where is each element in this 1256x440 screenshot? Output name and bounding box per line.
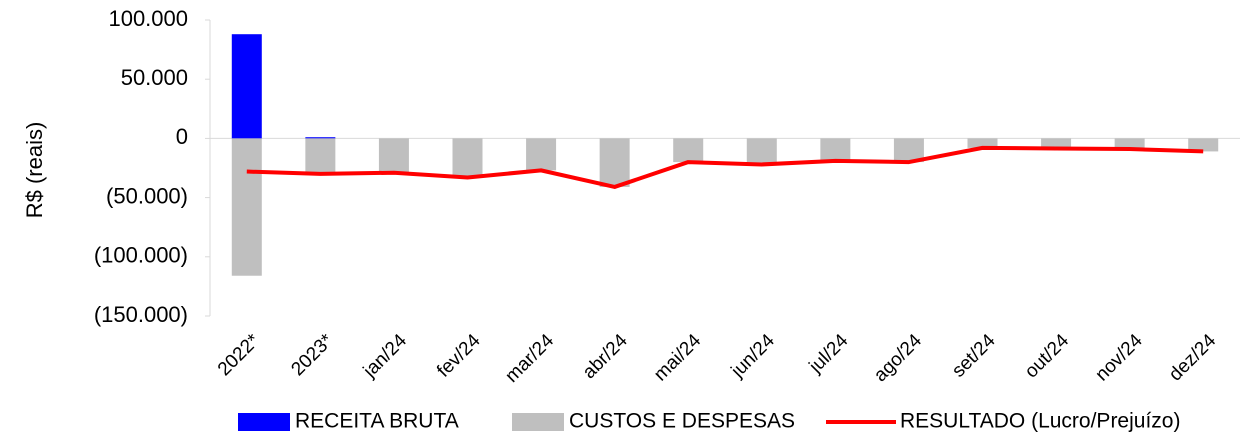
bar [378, 138, 409, 173]
bar [305, 137, 336, 139]
bar [1041, 138, 1072, 149]
bar [526, 138, 557, 171]
bar [746, 138, 777, 165]
y-tick-label: 100.000 [108, 6, 188, 31]
x-tick-label: mai/24 [650, 330, 705, 385]
x-tick-label: nov/24 [1092, 330, 1147, 385]
bar [599, 138, 630, 187]
x-tick-label: abr/24 [579, 330, 632, 383]
legend-label: RECEITA BRUTA [295, 410, 459, 433]
bar [673, 138, 704, 163]
y-tick-label: (50.000) [106, 183, 188, 208]
legend-swatch [512, 413, 564, 431]
x-tick-label: ago/24 [870, 330, 926, 386]
y-tick-label: (100.000) [94, 243, 188, 268]
bar [305, 138, 336, 176]
bar [1188, 138, 1219, 152]
y-tick-label: 50.000 [121, 65, 188, 90]
bar [231, 138, 262, 276]
y-tick-label: 0 [176, 124, 188, 149]
x-tick-label: jul/24 [805, 330, 853, 378]
x-tick-label: dez/24 [1165, 330, 1220, 385]
legend-label: CUSTOS E DESPESAS [569, 410, 795, 433]
x-tick-label: set/24 [948, 330, 1000, 382]
bar [452, 138, 483, 178]
y-tick-label: (150.000) [94, 302, 188, 327]
x-tick-label: 2022* [214, 330, 264, 380]
bar [967, 138, 998, 148]
bar [893, 138, 924, 163]
bar [231, 34, 262, 139]
x-tick-label: out/24 [1021, 330, 1074, 383]
line [246, 145, 1204, 189]
legend-label: RESULTADO (Lucro/Prejuízo) [900, 410, 1180, 433]
x-tick-label: fev/24 [433, 330, 485, 382]
legend-swatch [238, 413, 290, 431]
x-tick-label: jan/24 [359, 330, 411, 382]
y-axis-label: R$ (reais) [22, 122, 47, 219]
x-tick-label: mar/24 [501, 330, 558, 387]
bar [1114, 138, 1145, 150]
x-tick-label: 2023* [287, 330, 337, 380]
x-tick-label: jun/24 [727, 330, 779, 382]
bar [820, 138, 851, 161]
